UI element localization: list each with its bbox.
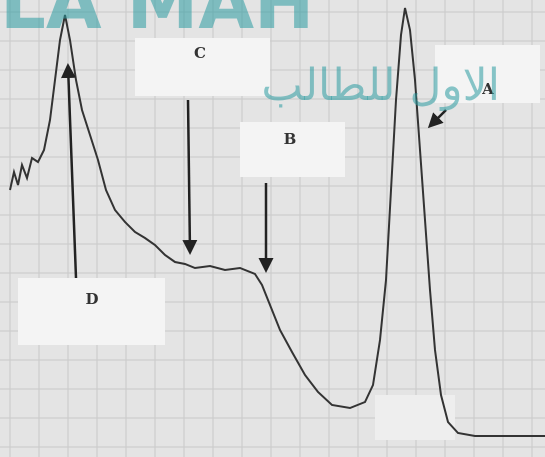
watermark: LA MAH [0, 0, 314, 45]
label: C [194, 44, 206, 62]
watermark: الاول للطالب [261, 60, 500, 111]
label: D [85, 290, 98, 308]
label-box [18, 278, 165, 345]
label: B [284, 130, 297, 148]
scan: C B D A LA MAH الاول للطالب [0, 0, 545, 457]
